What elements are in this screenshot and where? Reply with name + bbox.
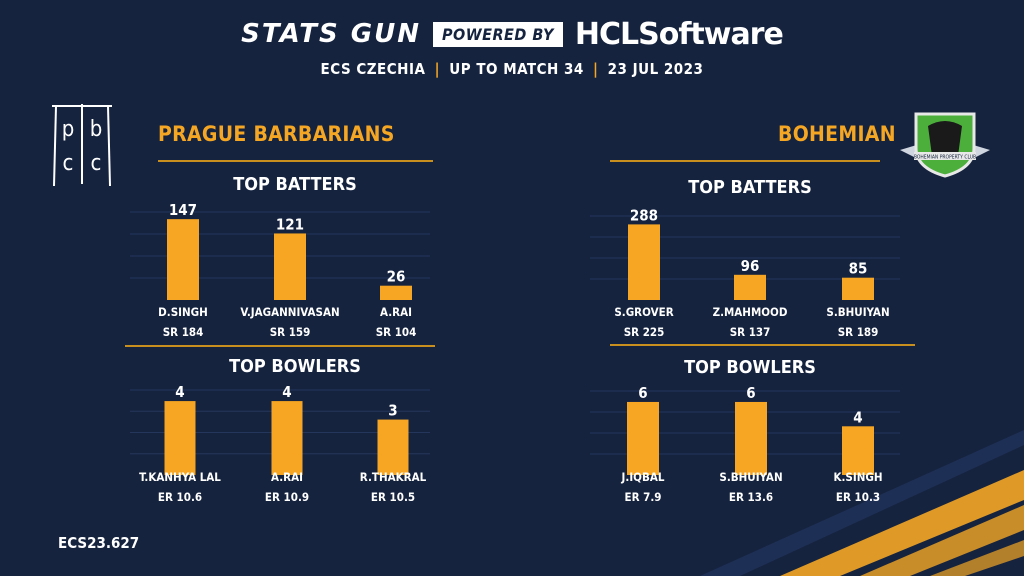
data-label: 4 bbox=[175, 383, 184, 401]
category-label: A.RAI bbox=[271, 470, 303, 484]
bar bbox=[274, 233, 306, 300]
subtitle-date: 23 JUL 2023 bbox=[607, 60, 704, 78]
stat-label: ER 7.9 bbox=[625, 490, 662, 504]
data-label: 288 bbox=[630, 206, 658, 224]
bar bbox=[842, 277, 874, 300]
data-label: 3 bbox=[388, 402, 397, 420]
svg-text:BOHEMIAN PROPERTY CLUB: BOHEMIAN PROPERTY CLUB bbox=[914, 155, 976, 161]
subtitle-league: ECS CZECHIA bbox=[320, 60, 426, 78]
category-label: S.BHUIYAN bbox=[719, 470, 782, 484]
bar bbox=[167, 219, 199, 300]
data-label: 4 bbox=[282, 383, 291, 401]
team-divider bbox=[610, 160, 880, 162]
category-label: S.GROVER bbox=[614, 305, 673, 319]
section-title-top-batters: TOP BATTERS bbox=[233, 174, 357, 195]
category-label: V.JAGANNIVASAN bbox=[240, 305, 339, 319]
category-label: J.IQBAL bbox=[621, 470, 665, 484]
bar bbox=[628, 224, 660, 300]
chart-prague-top-batters: 147 D.SINGH SR 184 121 V.JAGANNIVASAN SR 159 2… bbox=[130, 201, 430, 339]
chart-bohemian-top-batters: 288 S.GROVER SR 225 96 Z.MAHMOOD SR 137 85 S.BH… bbox=[590, 206, 900, 339]
section-title-top-batters: TOP BATTERS bbox=[688, 177, 812, 198]
category-label: A.RAI bbox=[380, 305, 412, 319]
svg-text:c: c bbox=[91, 151, 102, 176]
bar bbox=[164, 401, 196, 475]
stat-label: ER 10.6 bbox=[158, 490, 202, 504]
sponsor-logo: HCLSoftware bbox=[574, 16, 784, 52]
subtitle-separator: | bbox=[434, 60, 441, 78]
subtitle-separator: | bbox=[592, 60, 599, 78]
category-label: D.SINGH bbox=[158, 305, 208, 319]
brand-title: STATS GUN bbox=[241, 19, 421, 49]
prague-barbarians-logo: p b c c bbox=[52, 104, 112, 187]
data-label: 4 bbox=[853, 408, 862, 426]
stat-label: ER 10.9 bbox=[265, 490, 309, 504]
data-label: 147 bbox=[169, 201, 197, 219]
bar bbox=[842, 426, 874, 475]
stat-label: SR 184 bbox=[163, 325, 204, 339]
stat-label: SR 189 bbox=[838, 325, 879, 339]
bar bbox=[380, 285, 412, 300]
subtitle: ECS CZECHIA | UP TO MATCH 34 | 23 JUL 20… bbox=[0, 60, 1024, 78]
data-label: 85 bbox=[849, 260, 868, 278]
category-label: T.KANHYA LAL bbox=[139, 470, 221, 484]
category-label: S.BHUIYAN bbox=[826, 305, 889, 319]
brand-row: STATS GUN POWERED BY HCLSoftware bbox=[0, 14, 1024, 54]
bar bbox=[377, 419, 409, 475]
stat-label: SR 159 bbox=[270, 325, 311, 339]
data-label: 6 bbox=[638, 384, 647, 402]
data-label: 96 bbox=[741, 257, 760, 275]
section-title-top-bowlers: TOP BOWLERS bbox=[684, 357, 816, 378]
category-label: K.SINGH bbox=[833, 470, 882, 484]
bar bbox=[627, 401, 659, 475]
stat-label: SR 137 bbox=[730, 325, 771, 339]
team-title-bohemian: BOHEMIAN bbox=[778, 122, 896, 146]
stat-label: SR 104 bbox=[376, 325, 417, 339]
bar bbox=[271, 401, 303, 475]
section-divider bbox=[125, 345, 435, 347]
bar bbox=[734, 274, 766, 300]
powered-by-badge: POWERED BY bbox=[432, 21, 563, 47]
stat-label: ER 10.3 bbox=[836, 490, 880, 504]
data-label: 121 bbox=[276, 215, 304, 233]
stat-label: SR 225 bbox=[624, 325, 665, 339]
stat-label: ER 13.6 bbox=[729, 490, 773, 504]
footer-code: ECS23.627 bbox=[58, 534, 140, 552]
section-divider bbox=[610, 344, 915, 346]
team-title-prague: PRAGUE BARBARIANS bbox=[158, 122, 395, 146]
chart-prague-top-bowlers: 4 T.KANHYA LAL ER 10.6 4 A.RAI ER 10.9 3 R.THAK… bbox=[130, 383, 430, 504]
category-label: Z.MAHMOOD bbox=[713, 305, 788, 319]
header: STATS GUN POWERED BY HCLSoftware ECS CZE… bbox=[0, 14, 1024, 79]
stat-label: ER 10.5 bbox=[371, 490, 415, 504]
data-label: 26 bbox=[387, 268, 406, 286]
section-title-top-bowlers: TOP BOWLERS bbox=[229, 356, 361, 377]
svg-text:p: p bbox=[62, 117, 75, 142]
svg-text:c: c bbox=[63, 151, 74, 176]
svg-text:b: b bbox=[90, 117, 103, 142]
category-label: R.THAKRAL bbox=[360, 470, 427, 484]
bohemian-logo: BOHEMIAN PROPERTY CLUB bbox=[900, 112, 990, 178]
data-label: 6 bbox=[746, 384, 755, 402]
subtitle-match: UP TO MATCH 34 bbox=[449, 60, 584, 78]
bar bbox=[735, 401, 767, 475]
team-divider bbox=[158, 160, 433, 162]
chart-bohemian-top-bowlers: 6 J.IQBAL ER 7.9 6 S.BHUIYAN ER 13.6 4 K.SINGH E… bbox=[590, 384, 900, 504]
